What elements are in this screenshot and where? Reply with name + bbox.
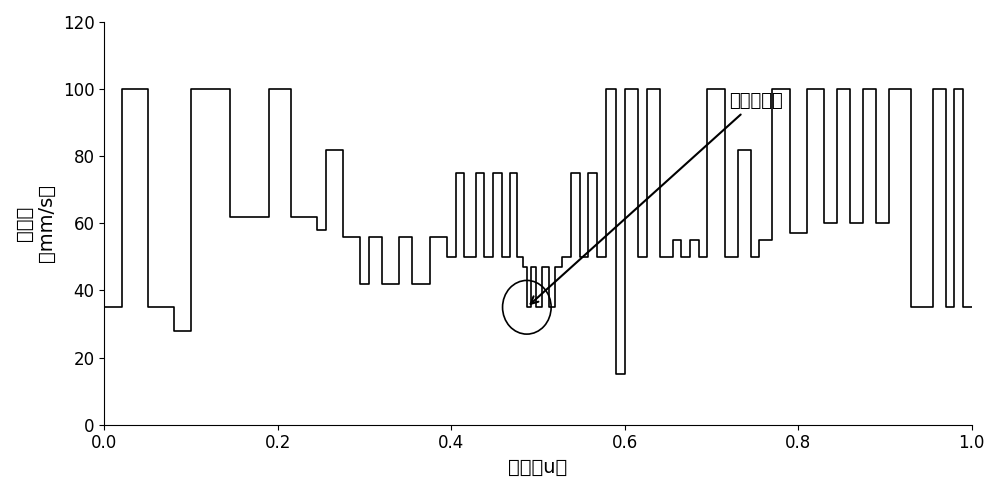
X-axis label: 参数（u）: 参数（u） (508, 458, 568, 477)
Text: 修正进给率: 修正进给率 (531, 92, 783, 304)
Y-axis label: 进给率
（mm/s）: 进给率 （mm/s） (15, 184, 56, 262)
